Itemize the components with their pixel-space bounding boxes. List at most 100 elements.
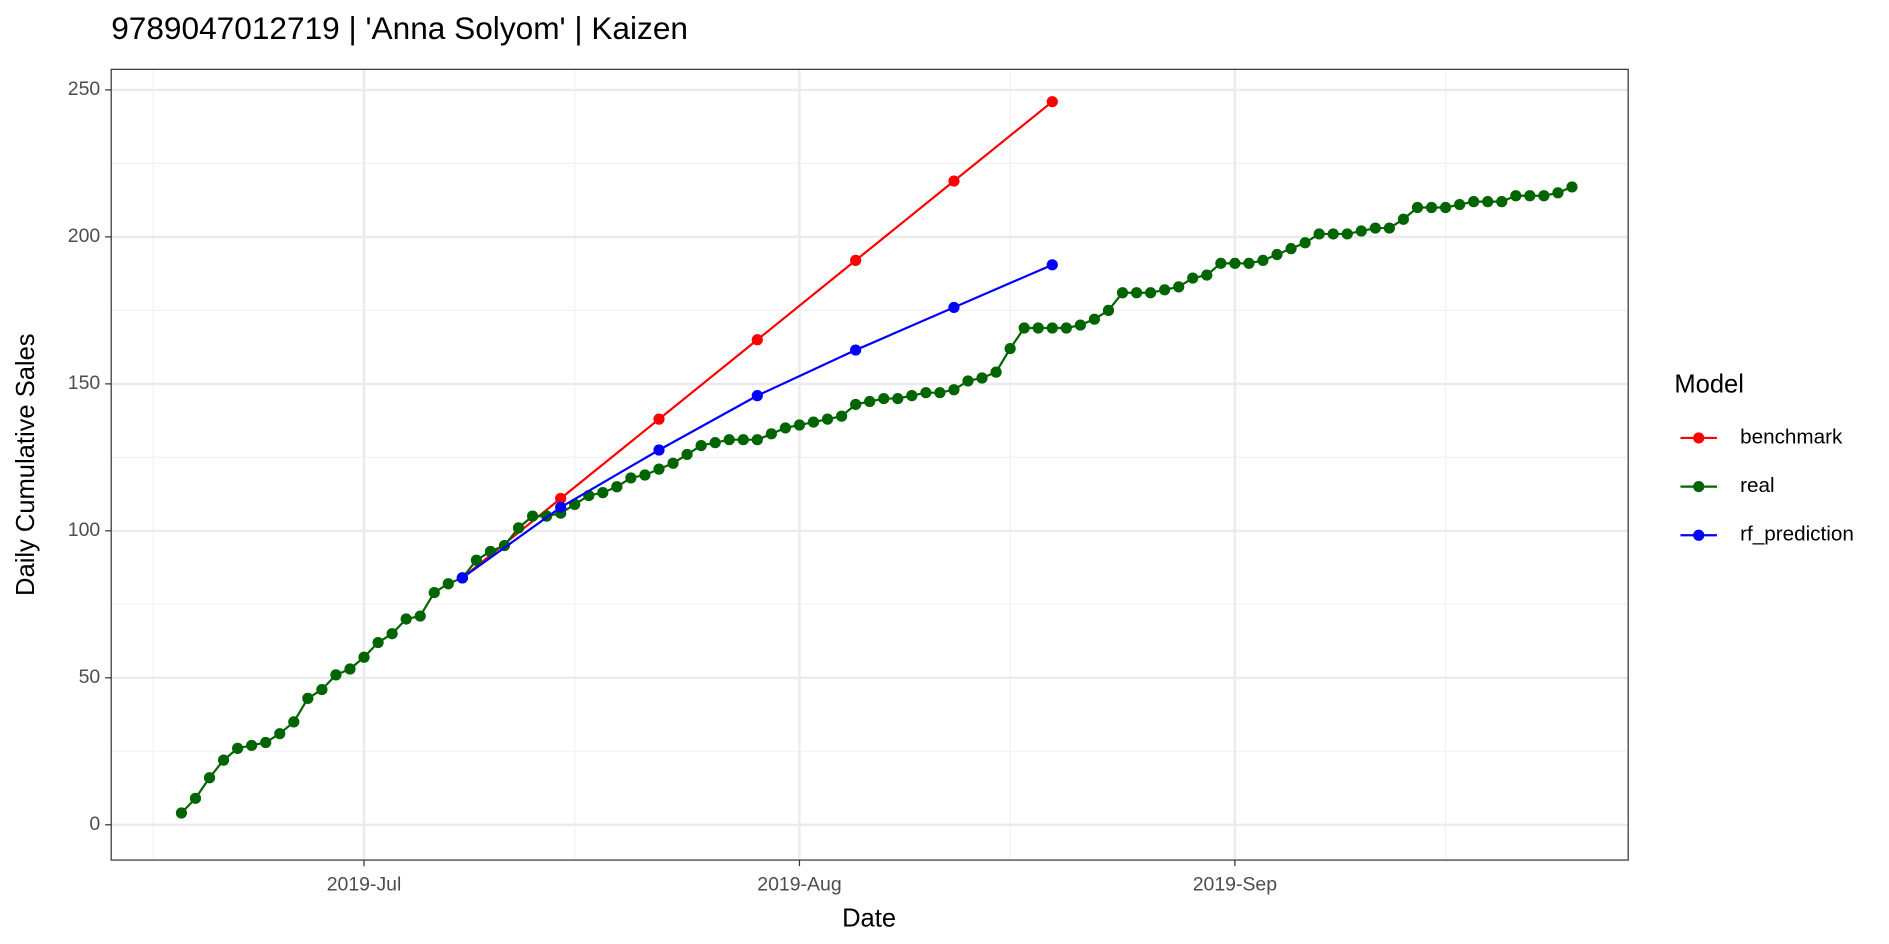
point (1341, 228, 1353, 240)
point (906, 390, 918, 402)
y-tick-label: 100 (68, 519, 101, 541)
legend-title: Model (1674, 370, 1744, 398)
x-axis-title: Date (842, 904, 896, 932)
point (751, 434, 763, 446)
point (1285, 243, 1297, 255)
point (302, 692, 314, 704)
point (850, 344, 862, 356)
point (653, 444, 665, 456)
point (850, 398, 862, 411)
point (1468, 196, 1480, 208)
point (878, 392, 890, 405)
point (232, 742, 244, 754)
point (386, 628, 398, 640)
point (555, 492, 567, 505)
point (1313, 228, 1325, 240)
y-tick-label: 150 (68, 372, 101, 394)
point (316, 683, 328, 696)
point (1130, 287, 1143, 299)
point (1327, 228, 1339, 240)
point (526, 510, 539, 522)
point (1439, 201, 1452, 214)
y-tick-label: 50 (79, 666, 101, 688)
point (765, 428, 777, 440)
point (1032, 322, 1044, 334)
point (1552, 187, 1564, 199)
series-line (180, 185, 1573, 814)
point (260, 736, 272, 749)
point (1425, 201, 1438, 214)
legend-point (1693, 432, 1705, 444)
point (667, 457, 679, 469)
point (1566, 181, 1578, 193)
point (442, 578, 454, 590)
panel-border (110, 68, 1629, 861)
legend-point (1693, 529, 1705, 541)
point (414, 610, 426, 622)
point (597, 487, 609, 499)
point (1271, 248, 1283, 261)
point (1243, 257, 1255, 269)
point (1496, 196, 1508, 208)
point (892, 392, 904, 405)
point (737, 434, 749, 446)
legend: Model benchmark real rf_prediction (1674, 370, 1853, 545)
point (850, 254, 862, 267)
point (217, 754, 230, 766)
point (1524, 190, 1536, 202)
point (555, 501, 567, 513)
y-tick-label: 200 (68, 225, 101, 247)
point (920, 387, 932, 399)
x-tick-label: 2019-Jul (327, 874, 402, 896)
point (1046, 96, 1058, 108)
point (175, 807, 188, 819)
point (1187, 272, 1199, 284)
point (709, 437, 721, 449)
point (1229, 257, 1241, 269)
point (344, 663, 356, 675)
point (653, 463, 665, 475)
point (1383, 222, 1395, 234)
point (821, 413, 834, 425)
point (1355, 225, 1367, 237)
point (1116, 287, 1129, 299)
axes: 0 50 100 150 200 250 2019-Jul 2019-Aug 2019-Sep (68, 78, 1277, 896)
y-tick-label: 0 (89, 813, 100, 835)
point (1173, 281, 1185, 293)
point (246, 739, 258, 752)
chart-title: 9789047012719 | 'Anna Solyom' | Kaizen (111, 10, 688, 46)
point (948, 301, 960, 314)
point (1018, 322, 1030, 334)
point (512, 522, 525, 534)
point (400, 613, 412, 625)
point (611, 481, 623, 493)
point (1482, 196, 1494, 208)
point (1257, 254, 1269, 267)
point (456, 572, 468, 584)
point (990, 366, 1002, 378)
point (1060, 322, 1072, 334)
point (948, 175, 960, 187)
x-tick-label: 2019-Aug (757, 874, 841, 896)
point (695, 439, 707, 452)
point (1369, 222, 1381, 234)
point (1201, 269, 1213, 281)
legend-label: real (1740, 474, 1774, 497)
point (1046, 259, 1058, 271)
point (948, 384, 960, 396)
point (1004, 342, 1016, 355)
point (639, 469, 651, 481)
y-tick-label: 250 (68, 78, 101, 100)
point (1074, 319, 1086, 331)
point (1510, 190, 1522, 202)
point (653, 413, 665, 425)
point (189, 792, 202, 804)
y-axis-title: Daily Cumulative Sales (12, 333, 40, 596)
point (1299, 237, 1311, 249)
point (1411, 201, 1424, 214)
point (1215, 257, 1227, 269)
marks (175, 96, 1578, 819)
point (274, 728, 286, 740)
